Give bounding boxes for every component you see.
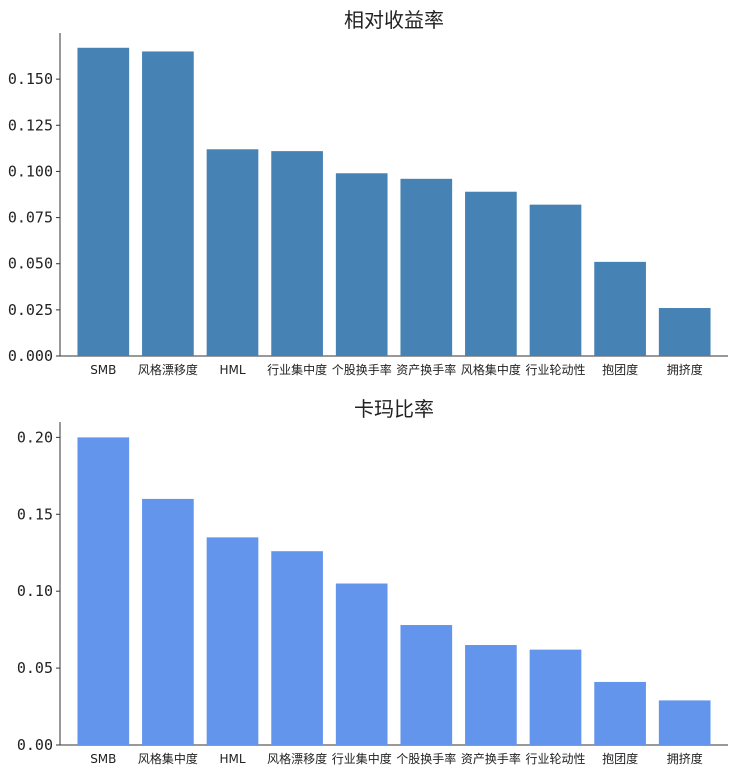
x-category-label: 抱团度 bbox=[602, 362, 638, 377]
bar bbox=[465, 645, 517, 745]
chart-title: 卡玛比率 bbox=[354, 397, 434, 421]
y-tick-label: 0.125 bbox=[8, 116, 53, 134]
bar bbox=[142, 51, 194, 356]
x-category-label: 个股换手率 bbox=[332, 362, 392, 377]
y-tick-label: 0.025 bbox=[8, 301, 53, 319]
bar bbox=[529, 649, 582, 745]
bar bbox=[400, 178, 453, 356]
y-tick-label: 0.050 bbox=[8, 255, 53, 273]
x-category-label: 行业轮动性 bbox=[525, 363, 585, 377]
x-category-label: SMB bbox=[90, 752, 116, 766]
bar bbox=[335, 173, 388, 356]
x-category-label: 个股换手率 bbox=[396, 751, 456, 766]
y-tick-label: 0.15 bbox=[17, 505, 53, 523]
y-tick-label: 0.05 bbox=[17, 659, 53, 677]
bar bbox=[77, 437, 130, 745]
bar bbox=[594, 261, 646, 356]
x-category-label: 风格漂移度 bbox=[267, 751, 327, 766]
y-tick-label: 0.20 bbox=[17, 428, 53, 446]
bar bbox=[335, 583, 388, 745]
y-tick-label: 0.100 bbox=[8, 162, 53, 180]
bar bbox=[142, 498, 194, 745]
x-category-label: 抱团度 bbox=[602, 751, 638, 766]
x-category-label: 行业集中度 bbox=[332, 751, 392, 766]
x-category-label: 拥挤度 bbox=[667, 362, 703, 377]
chart-title: 相对收益率 bbox=[344, 8, 444, 32]
bar bbox=[271, 551, 323, 745]
y-tick-label: 0.000 bbox=[8, 347, 53, 365]
bar bbox=[465, 191, 517, 356]
bar bbox=[206, 537, 259, 745]
x-category-label: HML bbox=[219, 752, 245, 766]
bar bbox=[206, 149, 259, 356]
bar bbox=[658, 308, 711, 356]
x-category-label: 资产换手率 bbox=[461, 751, 521, 766]
y-tick-label: 0.150 bbox=[8, 70, 53, 88]
x-category-label: 行业集中度 bbox=[267, 362, 327, 377]
x-category-label: 行业轮动性 bbox=[525, 752, 585, 766]
bar bbox=[77, 47, 130, 356]
chart-panel-2: 卡玛比率 0.00 0.05 0.10 0.15 0.20 SMB 风格集中度 HML 风格漂移度… bbox=[17, 397, 728, 766]
x-category-label: 资产换手率 bbox=[396, 362, 456, 377]
x-category-label: HML bbox=[219, 363, 245, 377]
x-category-label: 风格集中度 bbox=[138, 751, 198, 766]
bar bbox=[594, 681, 646, 745]
y-tick-label: 0.00 bbox=[17, 736, 53, 754]
x-category-label: SMB bbox=[90, 363, 116, 377]
x-category-label: 拥挤度 bbox=[667, 751, 703, 766]
chart-panel-1: 相对收益率 0.000 0.025 0.050 0.075 0.100 0.125 0.150… bbox=[8, 8, 728, 377]
bar bbox=[658, 700, 711, 745]
bar bbox=[529, 204, 582, 356]
y-tick-label: 0.10 bbox=[17, 582, 53, 600]
y-tick-label: 0.075 bbox=[8, 209, 53, 227]
x-category-label: 风格集中度 bbox=[461, 362, 521, 377]
bar bbox=[400, 625, 453, 745]
x-category-label: 风格漂移度 bbox=[138, 362, 198, 377]
bar bbox=[271, 151, 323, 356]
